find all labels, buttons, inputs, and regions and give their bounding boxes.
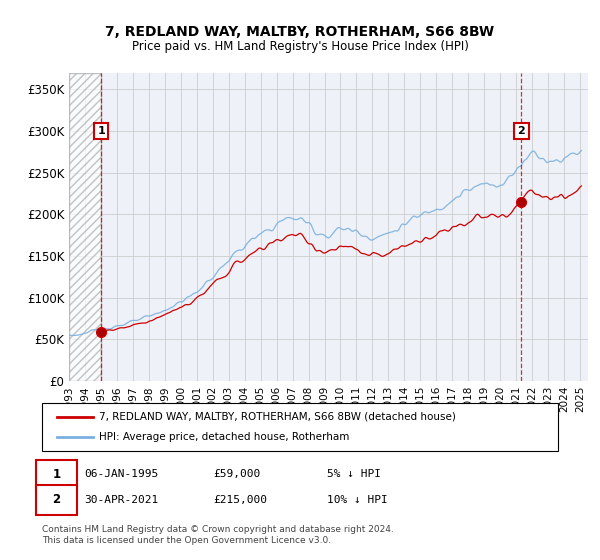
Text: Contains HM Land Registry data © Crown copyright and database right 2024.
This d: Contains HM Land Registry data © Crown c… [42,525,394,545]
Text: 2: 2 [518,126,525,136]
Text: 7, REDLAND WAY, MALTBY, ROTHERHAM, S66 8BW (detached house): 7, REDLAND WAY, MALTBY, ROTHERHAM, S66 8… [99,412,456,422]
Text: 06-JAN-1995: 06-JAN-1995 [84,469,158,479]
Text: 7, REDLAND WAY, MALTBY, ROTHERHAM, S66 8BW: 7, REDLAND WAY, MALTBY, ROTHERHAM, S66 8… [106,25,494,39]
Text: 10% ↓ HPI: 10% ↓ HPI [327,494,388,505]
Text: £59,000: £59,000 [213,469,260,479]
Text: HPI: Average price, detached house, Rotherham: HPI: Average price, detached house, Roth… [99,432,349,442]
Text: 2: 2 [52,493,61,506]
Bar [69,73,101,381]
Text: £215,000: £215,000 [213,494,267,505]
Text: 5% ↓ HPI: 5% ↓ HPI [327,469,381,479]
Text: 30-APR-2021: 30-APR-2021 [84,494,158,505]
Text: 1: 1 [97,126,105,136]
Text: Price paid vs. HM Land Registry's House Price Index (HPI): Price paid vs. HM Land Registry's House … [131,40,469,53]
Text: 1: 1 [52,468,61,481]
